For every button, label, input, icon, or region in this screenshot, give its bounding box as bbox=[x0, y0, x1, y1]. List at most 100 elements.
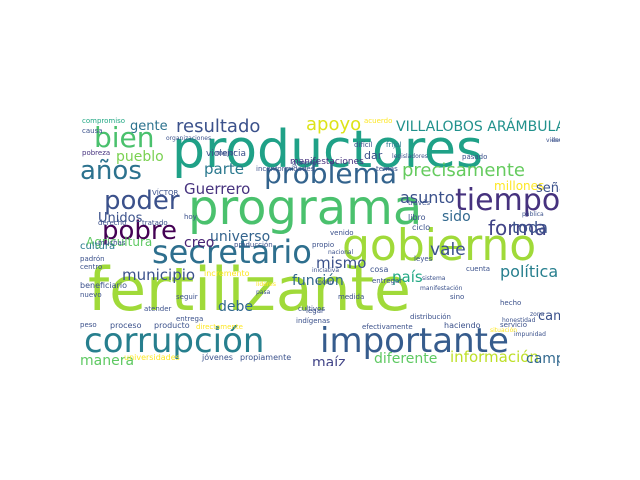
word-vienen: vienen bbox=[546, 137, 560, 144]
word-cuenta: cuenta bbox=[466, 265, 491, 273]
word-campesinos: campesinos bbox=[526, 351, 560, 366]
word-haciendo: haciendo bbox=[444, 321, 481, 330]
word-pobreza: pobreza bbox=[82, 149, 111, 157]
word-entrega: entrega bbox=[176, 315, 204, 323]
word-produccion: producción bbox=[234, 241, 273, 249]
word-universo: universo bbox=[210, 229, 271, 245]
word-precisamente: precisamente bbox=[402, 160, 525, 181]
word-legisladores: legisladores bbox=[392, 153, 428, 160]
word-secretario: secretario bbox=[152, 233, 312, 271]
word-asunto: asunto bbox=[400, 188, 455, 207]
word-hecho: hecho bbox=[500, 299, 522, 307]
word-pais: país bbox=[392, 268, 423, 286]
word-atender: atender bbox=[144, 305, 172, 313]
word-honestidad: honestidad bbox=[502, 317, 536, 324]
word-entregar: entregar bbox=[372, 277, 403, 285]
word-bien: bien bbox=[94, 121, 155, 154]
word-situacion: situación bbox=[490, 327, 518, 334]
word-venido: venido bbox=[330, 229, 354, 237]
word-iniciativa: iniciativa bbox=[312, 267, 340, 274]
word-pueblo: pueblo bbox=[116, 149, 164, 165]
word-universidades: universidades bbox=[124, 353, 180, 362]
word-dificil: difícil bbox=[354, 141, 373, 149]
word-tratado: tratado bbox=[142, 219, 168, 227]
word-millones: millones bbox=[494, 179, 545, 193]
word-cosa: cosa bbox=[370, 265, 389, 274]
word-programa: programa bbox=[188, 180, 423, 236]
word-servicio: servicio bbox=[500, 321, 527, 329]
word-organizaciones: organizaciones bbox=[166, 135, 212, 142]
word-mejor: mejor bbox=[216, 149, 237, 157]
word-gobierno: gobierno bbox=[342, 220, 537, 271]
word-directamente: directamente bbox=[196, 323, 243, 331]
word-temas: temas bbox=[376, 165, 398, 173]
word-zona: zona bbox=[530, 311, 545, 318]
word-villalobos: VILLALOBOS ARÁMBULA bbox=[396, 119, 560, 135]
word-llevar: llevar bbox=[552, 137, 560, 144]
word-sistema: sistema bbox=[422, 275, 446, 282]
word-padron: padrón bbox=[80, 255, 105, 263]
word-centro: centro bbox=[80, 263, 103, 271]
word-cultivos: cultivos bbox=[298, 305, 325, 313]
word-victor: VÍCTOR bbox=[152, 189, 179, 197]
word-peso: peso bbox=[80, 321, 97, 329]
word-toda: toda bbox=[512, 218, 549, 237]
word-indigenas: indígenas bbox=[296, 317, 330, 325]
word-inconformidades: inconformidades bbox=[256, 165, 315, 173]
word-productores: productores bbox=[172, 120, 484, 180]
word-apoyo: apoyo bbox=[306, 114, 362, 135]
word-compromiso: compromiso bbox=[82, 117, 126, 125]
word-corrupcion: corrupción bbox=[84, 321, 265, 361]
word-seguir: seguir bbox=[176, 293, 198, 301]
word-acuerdo: acuerdo bbox=[364, 117, 393, 125]
word-unidos: Unidos bbox=[98, 211, 143, 226]
word-politica: política bbox=[500, 262, 559, 281]
word-nacional: nacional bbox=[328, 249, 354, 256]
word-parte: parte bbox=[204, 160, 244, 178]
word-causa: causa bbox=[82, 127, 103, 135]
word-proceso: proceso bbox=[110, 321, 142, 330]
word-senalado: señalado bbox=[536, 181, 560, 196]
word-pasa: pasa bbox=[256, 289, 271, 296]
word-agricultura: Agricultura bbox=[86, 235, 153, 249]
word-sido: sido bbox=[442, 209, 471, 225]
word-hoy: hoy bbox=[184, 213, 197, 221]
word-dar: dar bbox=[364, 149, 383, 162]
word-vale: vale bbox=[430, 240, 466, 260]
word-traves: través bbox=[408, 199, 431, 207]
word-publica: pública bbox=[522, 211, 544, 218]
word-jovenes: jóvenes bbox=[202, 353, 233, 362]
word-libro: libro bbox=[408, 213, 426, 222]
word-modo: modo bbox=[316, 279, 333, 286]
word-gente: gente bbox=[130, 119, 168, 134]
word-debe: debe bbox=[218, 299, 253, 315]
word-importante: importante bbox=[320, 321, 509, 361]
word-beneficiario: beneficiario bbox=[80, 281, 127, 290]
word-creo: creo bbox=[184, 235, 215, 251]
word-efectivamente: efectivamente bbox=[362, 323, 413, 331]
word-ciclo: ciclo bbox=[412, 223, 431, 232]
word-municipio: municipio bbox=[122, 266, 196, 284]
word-violencia: violencia bbox=[206, 149, 247, 159]
word-legar: legar bbox=[306, 307, 324, 315]
word-maiz: maíz bbox=[312, 355, 346, 366]
word-manera: manera bbox=[80, 353, 135, 366]
word-distribucion: distribución bbox=[410, 313, 451, 321]
word-forma: forma bbox=[488, 216, 547, 240]
word-resultado: resultado bbox=[176, 116, 261, 137]
word-lideres: líderes bbox=[256, 281, 276, 288]
word-pasado: pasado bbox=[462, 153, 488, 161]
word-informacion: información bbox=[450, 348, 539, 366]
word-incremento: incremento bbox=[204, 269, 250, 278]
word-manifestaciones: manifestaciones bbox=[290, 157, 364, 167]
word-cultura: cultura bbox=[80, 241, 116, 252]
word-guerrero: Guerrero bbox=[184, 180, 251, 198]
word-funcion: función bbox=[292, 273, 344, 289]
word-fertilizante: fertilizante bbox=[88, 255, 411, 325]
word-nuevo: nuevo bbox=[80, 291, 102, 299]
word-cloud: fertilizante productores programa gobier… bbox=[80, 114, 560, 366]
word-manifestacion: manifestación bbox=[420, 285, 463, 292]
word-general: general bbox=[292, 159, 319, 167]
word-diferente: diferente bbox=[374, 351, 438, 366]
word-mismo: mismo bbox=[316, 254, 367, 272]
